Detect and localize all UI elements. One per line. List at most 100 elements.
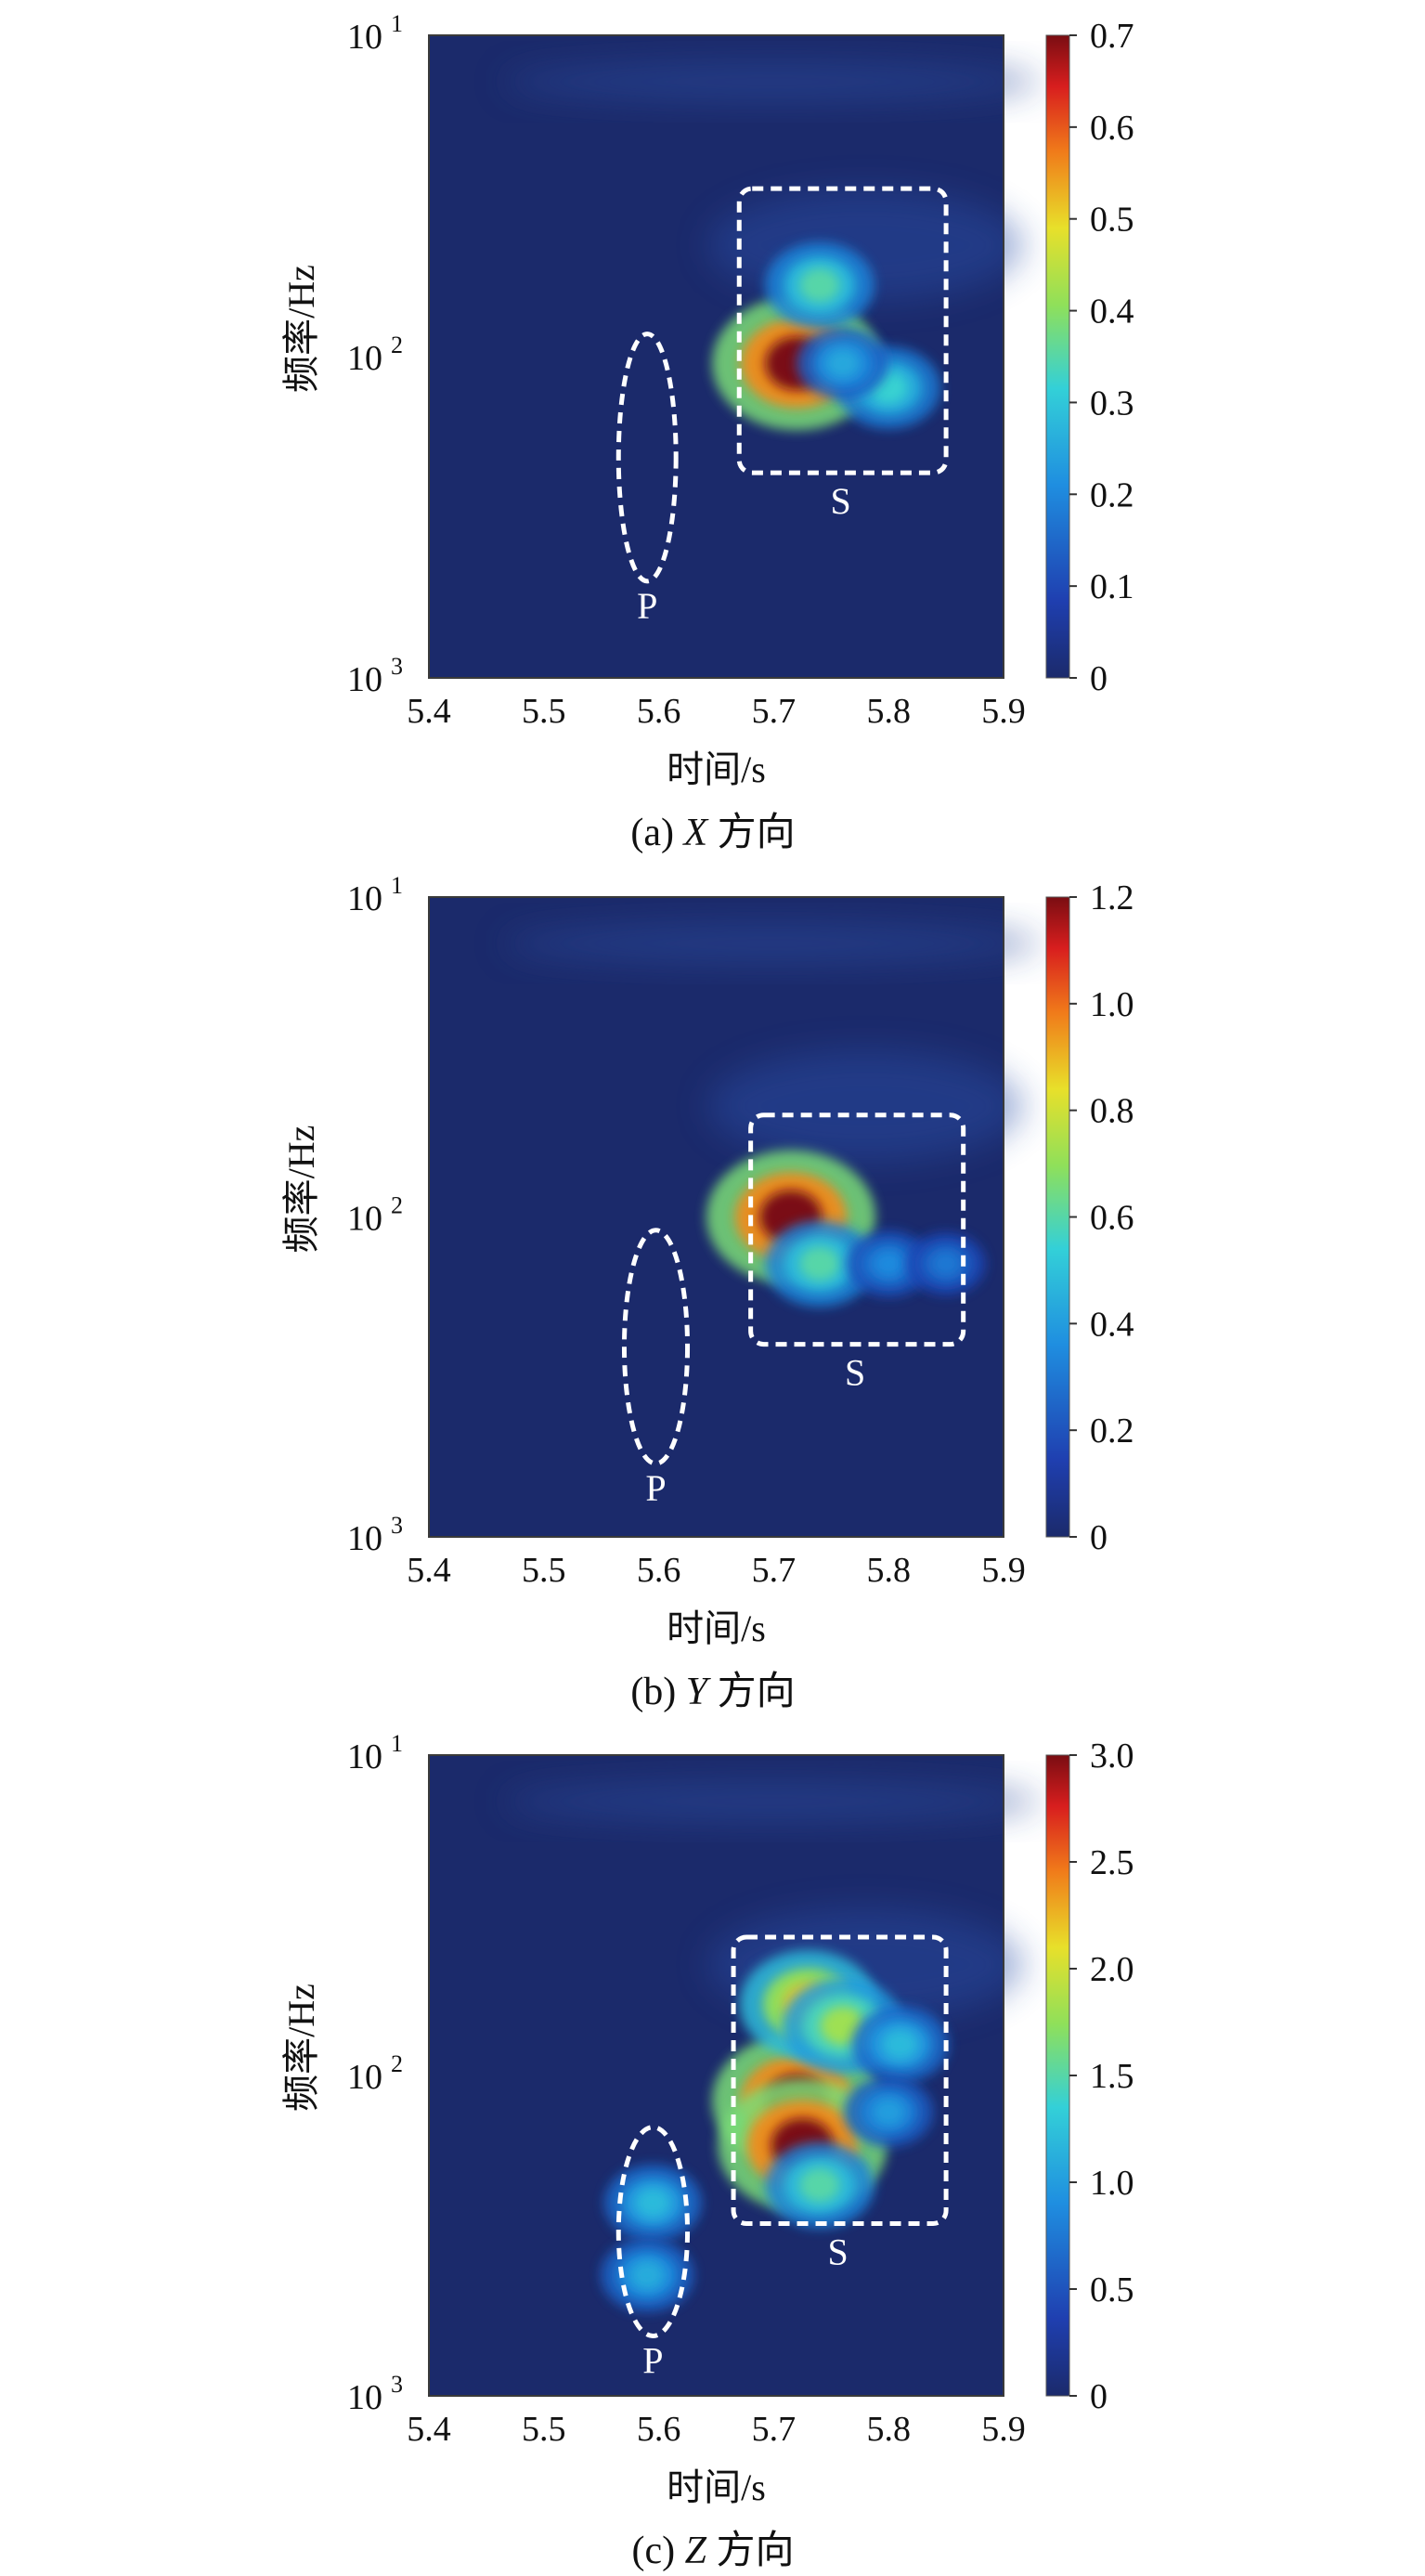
y-tick-label: 10 [347,879,382,918]
x-tick-label: 5.4 [407,1551,451,1590]
x-axis-label: 时间/s [667,1607,766,1649]
caption-axis: Y [686,1671,712,1713]
y-tick-exponent: 3 [391,1512,403,1539]
hotspots [600,1950,950,2312]
y-tick-label: 10 [347,1737,382,1776]
x-tick-label: 5.7 [752,692,797,731]
region-p-outline [615,332,679,584]
colorbar-tick-label: 1.5 [1090,2057,1134,2096]
y-tick-exponent: 2 [391,2050,403,2077]
x-tick-label: 5.5 [522,692,566,731]
panel-a: P S 5.4 5.5 5.6 5.7 5.8 5.9 时间/s 10 1 10 2 10 3 频率/Hz 0 0… [280,10,1134,854]
y-tick-label: 10 [347,2378,382,2417]
y-tick-exponent: 2 [391,332,403,358]
colorbar-tick-label: 0.4 [1090,293,1134,332]
colorbar-tick-label: 0.7 [1090,17,1134,56]
hotspot-core [629,2260,665,2290]
caption-axis: X [681,812,709,854]
y-axis-label: 频率/Hz [280,265,322,393]
caption-axis: Z [685,2530,707,2572]
x-tick-label: 5.7 [752,1551,797,1590]
x-tick-label: 5.6 [637,2410,681,2449]
colorbar-tick-label: 0.2 [1090,1412,1134,1451]
x-tick-label: 5.8 [866,692,911,731]
x-tick-label: 5.9 [981,692,1026,731]
x-axis-label: 时间/s [667,748,766,790]
hotspot-core [825,348,860,379]
colorbar [1045,896,1070,1538]
colorbar-tick-label: 0.2 [1090,475,1134,514]
colorbar-tick-label: 0 [1090,659,1108,698]
caption-prefix: (c) [632,2530,685,2572]
y-tick-exponent: 2 [391,1192,403,1219]
region-p-label: P [637,585,657,627]
colorbar-tick-label: 1.2 [1090,878,1134,917]
y-axis-label: 频率/Hz [280,1125,322,1254]
hotspots [711,241,941,431]
background-band [502,1781,1042,1822]
x-tick-label: 5.9 [981,2410,1026,2449]
y-tick-label: 10 [347,1519,382,1558]
colorbar [1045,1754,1070,2397]
plot-frame [428,1754,1004,2397]
colorbar-tick-label: 2.5 [1090,1843,1134,1882]
background-glow [707,1050,1024,1163]
region-s-label: S [845,1352,865,1394]
hotspot-core [931,1251,961,1277]
y-tick-label: 10 [347,18,382,57]
hotspot-core [873,1250,904,1278]
caption-prefix: (a) [630,812,683,854]
y-tick-label: 10 [347,1200,382,1239]
y-tick-exponent: 1 [391,10,403,37]
y-tick-label: 10 [347,339,382,378]
colorbar-tick-label: 0 [1090,1518,1108,1557]
hotspot-core [872,2098,905,2127]
y-tick-exponent: 1 [391,872,403,899]
x-tick-label: 5.5 [522,1551,566,1590]
colorbar-tick-label: 0.3 [1090,384,1134,423]
hotspot-core [799,267,840,303]
colorbar-tick-label: 0 [1090,2377,1108,2416]
colorbar-tick-label: 0.6 [1090,109,1134,148]
plot-frame [428,896,1004,1538]
x-tick-label: 5.7 [752,2410,797,2449]
colorbar-tick-label: 2.0 [1090,1950,1134,1989]
panel-b: P S 5.4 5.5 5.6 5.7 5.8 5.9 时间/s 10 1 10 2 10 3 频率/Hz 0 0… [280,872,1134,1713]
colorbar-tick-label: 0.4 [1090,1305,1134,1344]
plot-frame [428,34,1004,679]
region-p-label: P [645,1467,666,1509]
caption-suffix: 方向 [706,2530,795,2572]
y-tick-exponent: 1 [391,1730,403,1757]
caption-suffix: 方向 [707,812,796,854]
x-tick-label: 5.8 [866,2410,911,2449]
region-p-outline [621,1228,691,1466]
hotspot-core [635,2187,671,2218]
colorbar-tick-label: 1.0 [1090,2164,1134,2203]
x-tick-label: 5.4 [407,692,451,731]
x-tick-label: 5.5 [522,2410,566,2449]
colorbar-tick-label: 3.0 [1090,1737,1134,1776]
hotspot-core [882,2029,918,2061]
background-band [502,61,1042,102]
region-s-label: S [831,480,851,522]
panel-caption: (a) X 方向 [630,812,795,854]
panel-caption: (b) Y 方向 [630,1671,795,1713]
background-band [502,923,1042,964]
y-tick-label: 10 [347,660,382,699]
colorbar-tick-label: 0.5 [1090,201,1134,240]
y-tick-exponent: 3 [391,2371,403,2398]
x-tick-label: 5.6 [637,1551,681,1590]
hotspot-core [799,2167,840,2203]
colorbar-tick-label: 1.0 [1090,985,1134,1024]
x-tick-label: 5.9 [981,1551,1026,1590]
region-s-outline [748,1112,966,1347]
colorbar-tick-label: 0.6 [1090,1199,1134,1238]
x-tick-label: 5.6 [637,692,681,731]
panel-caption: (c) Z 方向 [632,2530,795,2572]
y-tick-exponent: 3 [391,653,403,680]
region-s-outline [731,1934,949,2227]
caption-suffix: 方向 [707,1671,796,1713]
x-tick-label: 5.4 [407,2410,451,2449]
x-tick-label: 5.8 [866,1551,911,1590]
